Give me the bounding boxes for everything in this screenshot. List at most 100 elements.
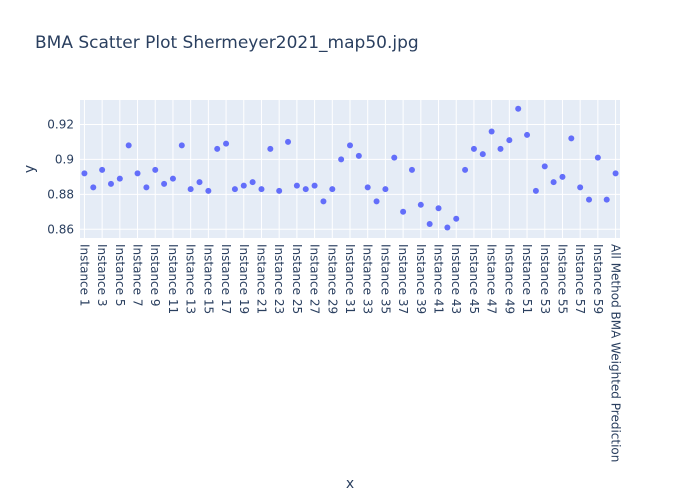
data-point[interactable] [577,184,584,191]
data-point[interactable] [408,166,415,173]
data-point[interactable] [276,187,283,194]
x-tick-label: Instance 25 [290,244,304,314]
data-point[interactable] [205,187,212,194]
data-point[interactable] [311,182,318,189]
x-tick-label: Instance 7 [131,244,145,307]
data-point[interactable] [285,138,292,145]
x-tick-label: Instance 15 [201,244,215,314]
data-point[interactable] [594,154,601,161]
data-point[interactable] [400,208,407,215]
data-point[interactable] [417,201,424,208]
data-point[interactable] [426,221,433,228]
x-tick-label: Instance 49 [502,244,516,314]
data-point[interactable] [612,170,619,177]
x-tick-label: Instance 51 [520,244,534,314]
x-tick-label: Instance 17 [219,244,233,314]
data-point[interactable] [364,184,371,191]
data-point[interactable] [134,170,141,177]
data-point[interactable] [214,145,221,152]
data-point[interactable] [603,196,610,203]
data-point[interactable] [497,145,504,152]
data-point[interactable] [258,186,265,193]
data-point[interactable] [267,145,274,152]
x-tick-label: Instance 5 [113,244,127,307]
data-point[interactable] [347,142,353,149]
data-point[interactable] [81,170,88,177]
data-point[interactable] [240,182,247,189]
data-point[interactable] [196,179,203,186]
data-point[interactable] [550,179,557,186]
data-point[interactable] [125,142,132,149]
x-tick-label: Instance 39 [414,244,428,314]
data-point[interactable] [99,166,106,173]
x-tick-label: Instance 35 [378,244,392,314]
data-point[interactable] [506,137,513,144]
data-point[interactable] [152,166,159,173]
y-tick-label: 0.88 [47,187,74,201]
x-tick-label: All Method BMA Weighted Prediction [609,244,623,462]
y-axis-ticks: 0.86 0.88 0.9 0.92 [47,117,74,236]
data-point[interactable] [107,180,114,187]
x-tick-label: Instance 31 [343,244,357,314]
data-point[interactable] [302,186,309,193]
x-tick-label: Instance 9 [148,244,162,307]
data-point[interactable] [559,173,566,180]
data-point[interactable] [161,180,168,187]
data-point[interactable] [293,182,300,189]
data-point[interactable] [568,135,575,142]
data-point[interactable] [586,196,593,203]
x-tick-label: Instance 3 [95,244,109,307]
data-point[interactable] [187,186,194,193]
x-tick-label: Instance 33 [361,244,375,314]
x-tick-label: Instance 13 [184,244,198,314]
data-point[interactable] [524,131,531,138]
data-point[interactable] [223,140,230,147]
y-tick-label: 0.86 [47,222,74,236]
data-point[interactable] [231,186,238,193]
data-point[interactable] [470,145,477,152]
data-point[interactable] [373,198,380,205]
data-point[interactable] [488,128,495,135]
x-tick-label: Instance 19 [237,244,251,314]
data-point[interactable] [515,105,522,112]
data-point[interactable] [329,186,336,193]
data-point[interactable] [479,151,486,158]
x-tick-label: Instance 45 [467,244,481,314]
x-tick-label: Instance 37 [396,244,410,314]
data-point[interactable] [541,163,548,170]
x-tick-label: Instance 47 [485,244,499,314]
x-tick-label: Instance 55 [555,244,569,314]
grid-lines [80,100,620,238]
x-tick-label: Instance 57 [573,244,587,314]
data-point[interactable] [444,224,451,231]
x-tick-label: Instance 1 [77,244,91,307]
data-point[interactable] [143,184,150,191]
chart-title: BMA Scatter Plot Shermeyer2021_map50.jpg [35,33,419,53]
data-point[interactable] [382,186,389,193]
data-point[interactable] [169,175,176,182]
data-points [81,105,619,231]
data-point[interactable] [249,179,256,186]
x-tick-label: Instance 23 [272,244,286,314]
data-point[interactable] [391,154,398,161]
data-point[interactable] [178,142,185,149]
y-tick-label: 0.92 [47,117,74,131]
data-point[interactable] [435,205,442,212]
y-tick-label: 0.9 [55,152,74,166]
x-tick-label: Instance 29 [325,244,339,314]
data-point[interactable] [320,198,327,205]
x-tick-label: Instance 41 [432,244,446,314]
data-point[interactable] [453,215,460,222]
data-point[interactable] [116,175,123,182]
x-tick-label: Instance 21 [254,244,268,314]
data-point[interactable] [355,152,362,159]
data-point[interactable] [462,166,469,173]
data-point[interactable] [532,187,539,194]
x-axis-ticks: Instance 1 Instance 3 Instance 5 Instance 7… [77,244,622,462]
x-axis-title: x [346,476,354,492]
x-tick-label: Instance 53 [538,244,552,314]
x-tick-label: Instance 27 [308,244,322,314]
data-point[interactable] [90,184,97,191]
data-point[interactable] [338,156,345,163]
